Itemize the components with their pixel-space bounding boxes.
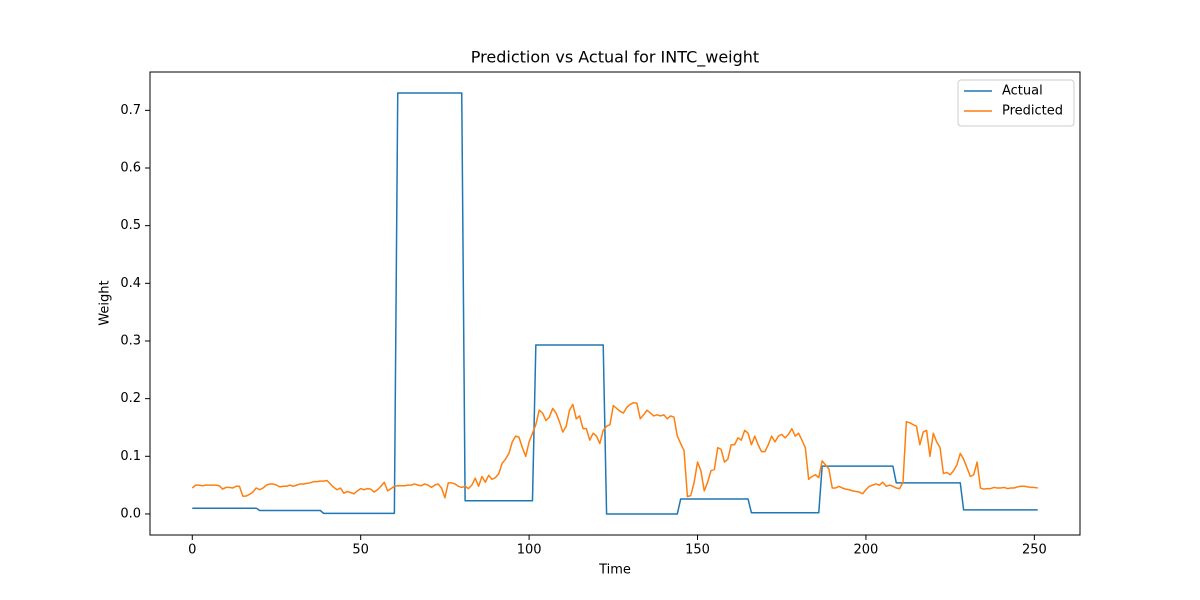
x-tick-label: 100: [517, 543, 542, 558]
data-line: [191, 401, 1038, 499]
chart-title: Prediction vs Actual for INTC_weight: [471, 48, 759, 68]
y-axis-label: Weight: [98, 280, 113, 325]
legend-label: Actual: [1002, 84, 1043, 99]
data-line: [192, 92, 1038, 515]
plot-frame: [149, 71, 1081, 536]
y-tick-label: 0.2: [120, 391, 141, 406]
x-tick-label: 150: [685, 543, 710, 558]
legend-label: Predicted: [1002, 104, 1063, 119]
x-tick-label: 200: [854, 543, 879, 558]
y-tick-label: 0.6: [120, 161, 141, 176]
y-tick-label: 0.1: [120, 449, 141, 464]
y-tick-label: 0.4: [120, 276, 141, 291]
y-tick-label: 0.5: [120, 218, 141, 233]
y-tick-label: 0.3: [120, 333, 141, 348]
x-axis-label: Time: [598, 563, 631, 578]
x-tick-label: 0: [188, 543, 196, 558]
x-tick-label: 50: [352, 543, 369, 558]
y-tick-label: 0.0: [120, 506, 141, 521]
y-tick-label: 0.7: [120, 103, 141, 118]
legend: Actual Predicted: [957, 79, 1075, 127]
x-tick-label: 250: [1022, 543, 1047, 558]
